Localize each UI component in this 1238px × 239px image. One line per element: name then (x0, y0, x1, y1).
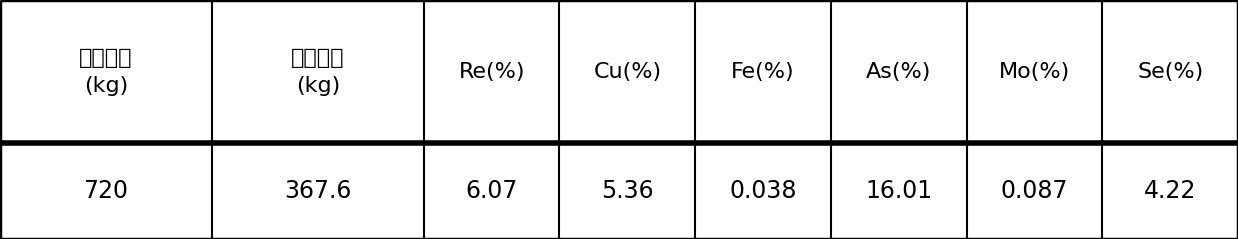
Text: 湿铢精矿
(kg): 湿铢精矿 (kg) (79, 48, 132, 96)
Text: Fe(%): Fe(%) (732, 62, 795, 82)
Bar (1102, 0, 1238, 143)
Text: 4.22: 4.22 (1144, 179, 1196, 203)
Bar (0, 143, 212, 239)
Text: 6.07: 6.07 (465, 179, 517, 203)
Bar (696, 0, 831, 143)
Bar (967, 0, 1102, 143)
Bar (0, 0, 212, 143)
Text: 720: 720 (83, 179, 129, 203)
Bar (212, 143, 423, 239)
Text: 367.6: 367.6 (285, 179, 352, 203)
Text: 0.087: 0.087 (1000, 179, 1068, 203)
Bar (423, 0, 560, 143)
Bar (1102, 143, 1238, 239)
Bar (560, 0, 696, 143)
Bar (967, 143, 1102, 239)
Text: 5.36: 5.36 (600, 179, 654, 203)
Text: 16.01: 16.01 (865, 179, 932, 203)
Text: Mo(%): Mo(%) (999, 62, 1070, 82)
Bar (831, 143, 967, 239)
Text: As(%): As(%) (867, 62, 931, 82)
Bar (560, 143, 696, 239)
Text: 0.038: 0.038 (729, 179, 797, 203)
Bar (212, 0, 423, 143)
Bar (423, 143, 560, 239)
Text: Cu(%): Cu(%) (593, 62, 661, 82)
Text: Re(%): Re(%) (458, 62, 525, 82)
Bar (831, 0, 967, 143)
Text: 干铢精矿
(kg): 干铢精矿 (kg) (291, 48, 344, 96)
Text: Se(%): Se(%) (1136, 62, 1203, 82)
Bar (696, 143, 831, 239)
